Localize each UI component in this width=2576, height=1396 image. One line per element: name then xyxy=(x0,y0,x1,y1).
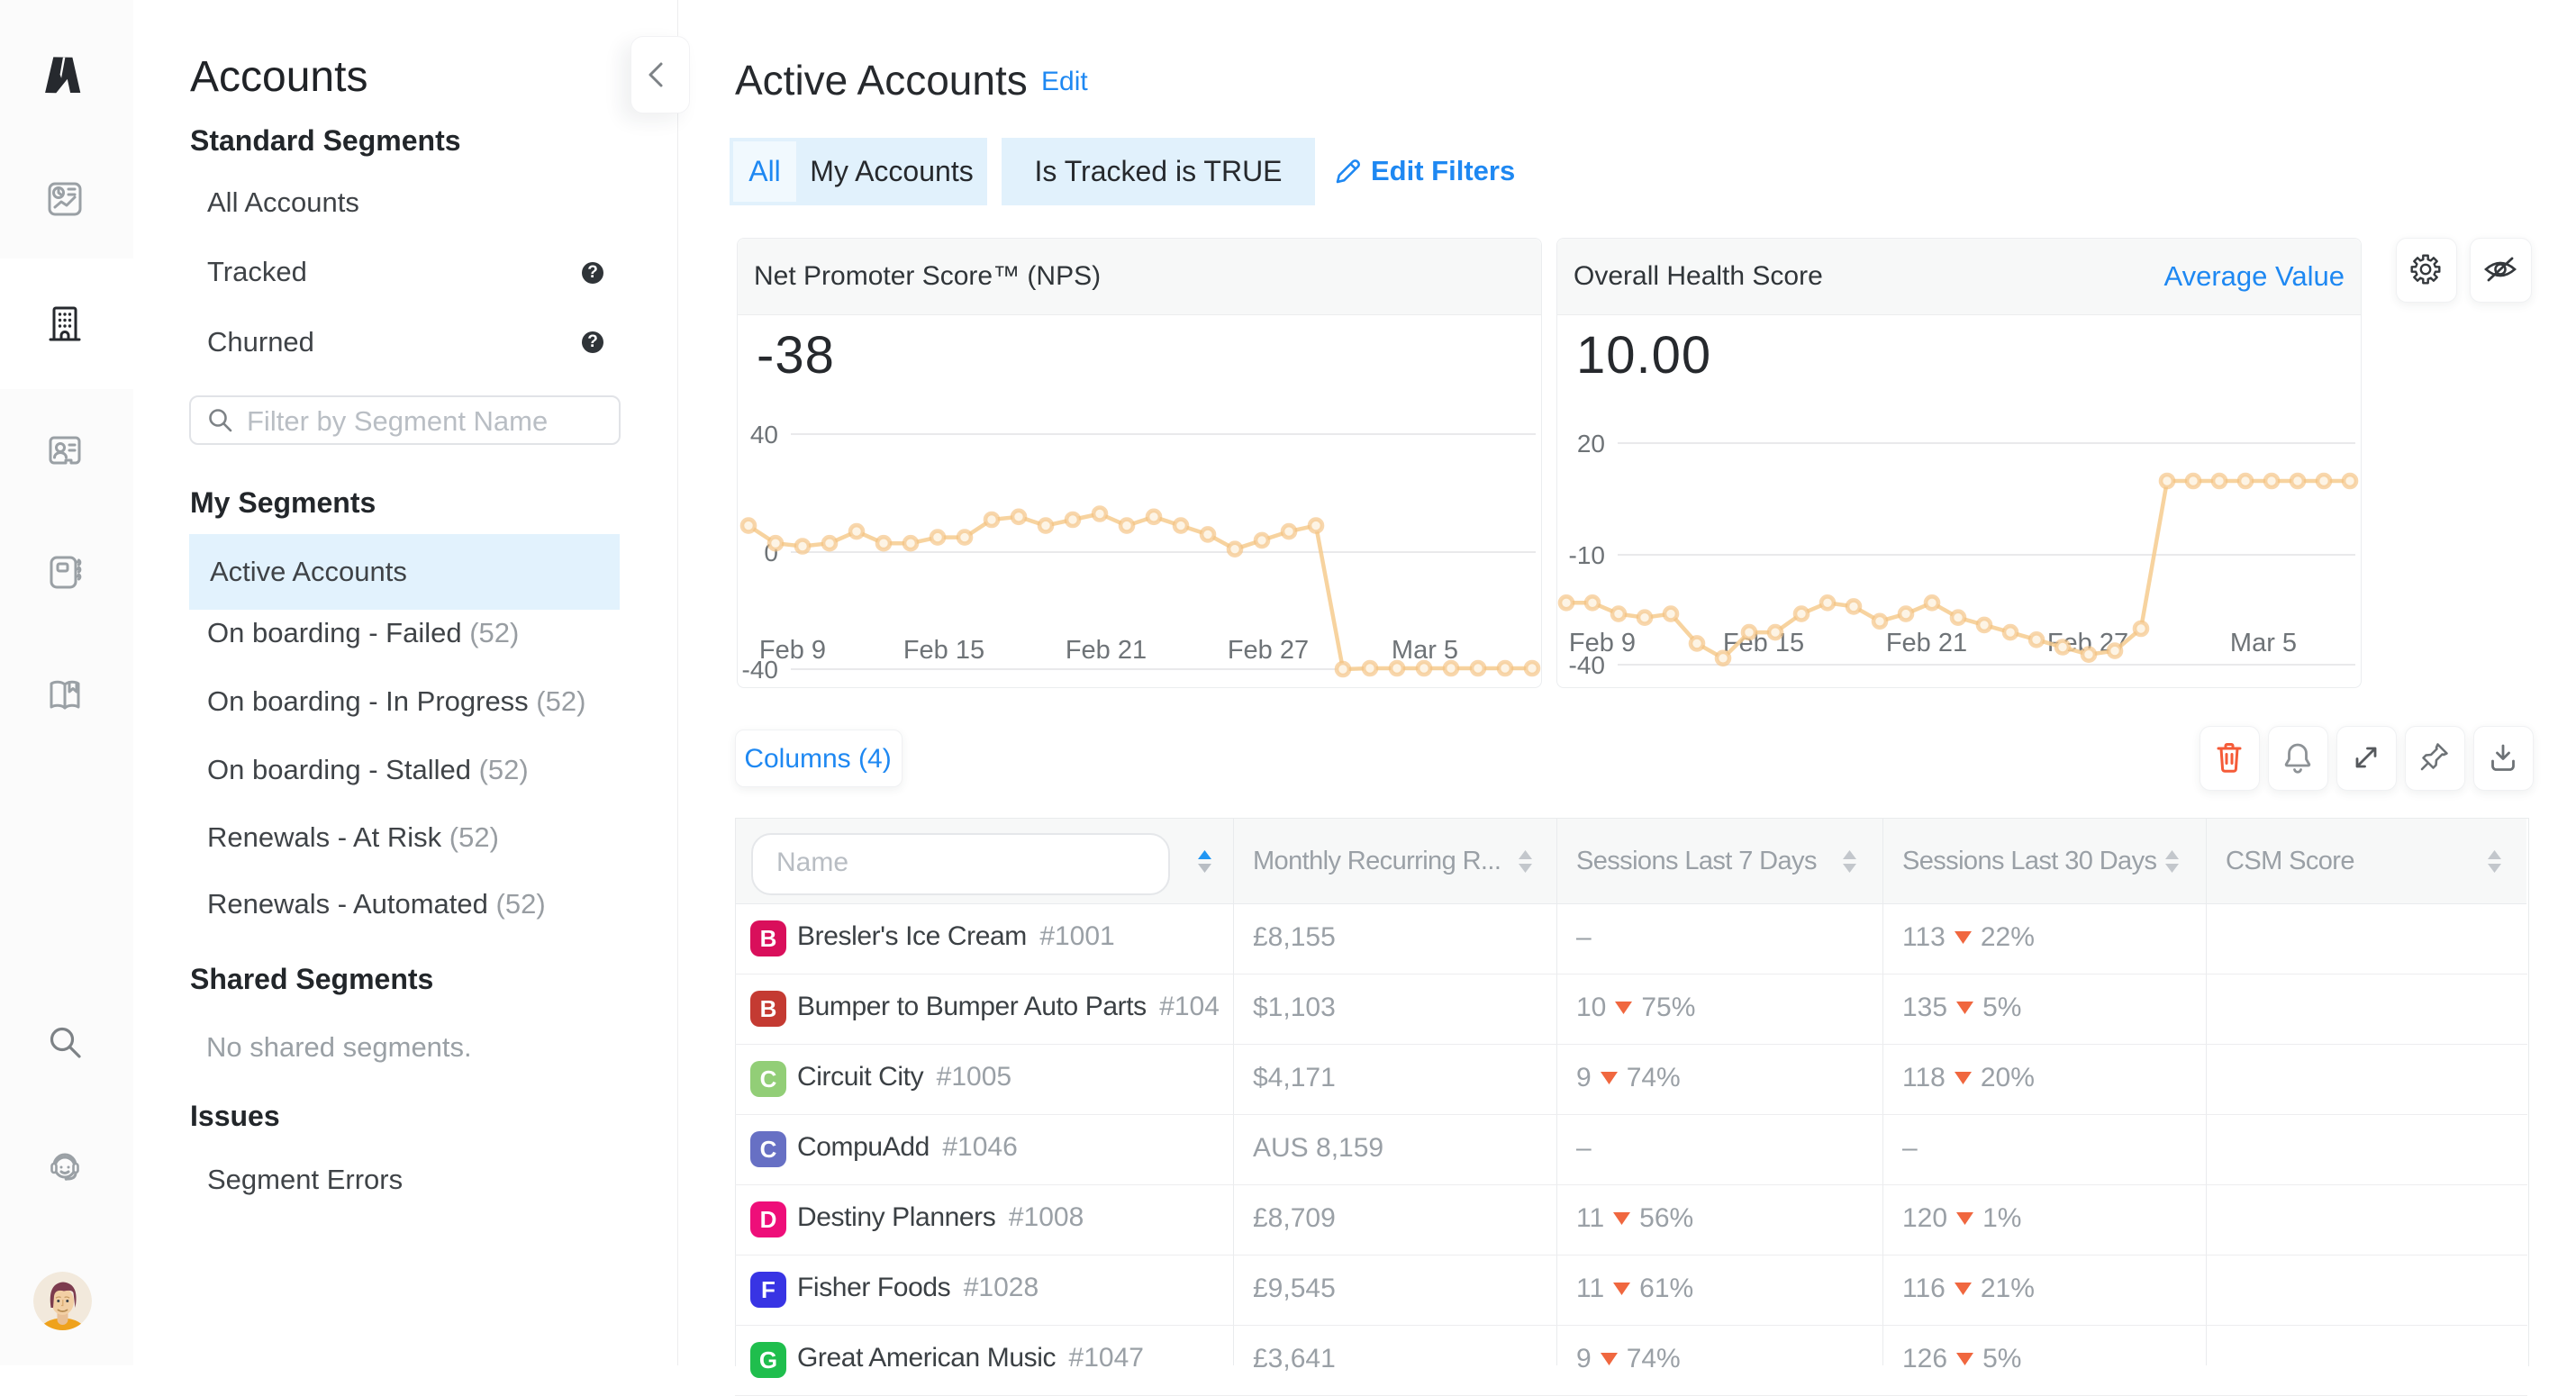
svg-text:Feb 21: Feb 21 xyxy=(1066,636,1147,665)
svg-text:-10: -10 xyxy=(1569,541,1605,569)
svg-text:Mar 5: Mar 5 xyxy=(1392,636,1458,665)
svg-text:Feb 15: Feb 15 xyxy=(903,636,984,665)
svg-text:Feb 9: Feb 9 xyxy=(759,636,826,665)
svg-text:Feb 21: Feb 21 xyxy=(1886,629,1967,657)
svg-text:-40: -40 xyxy=(742,656,778,684)
svg-text:40: 40 xyxy=(750,421,778,449)
svg-text:Feb 27: Feb 27 xyxy=(1228,636,1309,665)
svg-text:20: 20 xyxy=(1577,430,1605,458)
svg-text:Feb 9: Feb 9 xyxy=(1569,629,1636,657)
svg-text:Mar 5: Mar 5 xyxy=(2230,629,2297,657)
svg-text:-40: -40 xyxy=(1569,651,1605,679)
